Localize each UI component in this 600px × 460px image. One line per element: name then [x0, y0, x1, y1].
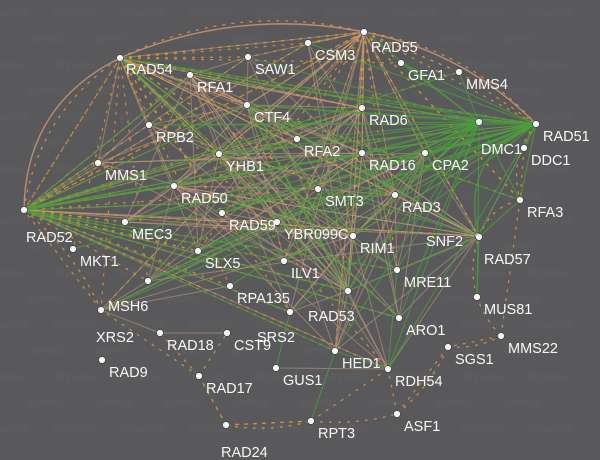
- svg-text:yeastNet: yeastNet: [256, 423, 302, 435]
- svg-text:genetic: genetic: [436, 397, 473, 409]
- svg-text:physical: physical: [52, 371, 94, 383]
- svg-text:genetic: genetic: [96, 33, 133, 45]
- svg-text:yeastNet: yeastNet: [188, 319, 234, 331]
- svg-text:yeastNet: yeastNet: [120, 7, 166, 19]
- svg-text:yeastNet: yeastNet: [120, 423, 166, 435]
- svg-text:yeastNet: yeastNet: [0, 215, 30, 227]
- svg-text:physical: physical: [52, 59, 94, 71]
- svg-text:physical: physical: [528, 371, 570, 383]
- svg-text:yeastNet: yeastNet: [528, 423, 574, 435]
- svg-text:physical: physical: [528, 267, 570, 279]
- svg-text:genetic: genetic: [436, 33, 473, 45]
- svg-text:genetic: genetic: [96, 345, 133, 357]
- svg-text:yeastNet: yeastNet: [392, 7, 438, 19]
- svg-text:yeastNet: yeastNet: [52, 7, 98, 19]
- svg-text:genetic: genetic: [436, 293, 473, 305]
- svg-text:yeastNet: yeastNet: [0, 319, 30, 331]
- svg-text:yeastNet: yeastNet: [0, 111, 30, 123]
- svg-text:genetic: genetic: [28, 293, 65, 305]
- svg-text:physical: physical: [0, 371, 26, 383]
- svg-text:yeastNet: yeastNet: [460, 319, 506, 331]
- svg-text:yeastNet: yeastNet: [528, 319, 574, 331]
- svg-text:genetic: genetic: [164, 397, 201, 409]
- svg-text:yeastNet: yeastNet: [460, 7, 506, 19]
- svg-text:genetic: genetic: [164, 33, 201, 45]
- svg-text:physical: physical: [0, 163, 26, 175]
- svg-text:physical: physical: [324, 371, 366, 383]
- svg-text:physical: physical: [0, 59, 26, 71]
- svg-text:physical: physical: [460, 267, 502, 279]
- svg-text:genetic: genetic: [504, 85, 541, 97]
- svg-text:genetic: genetic: [28, 33, 65, 45]
- svg-text:yeastNet: yeastNet: [0, 423, 30, 435]
- svg-text:genetic: genetic: [96, 397, 133, 409]
- svg-text:yeastNet: yeastNet: [324, 7, 370, 19]
- svg-text:genetic: genetic: [28, 137, 65, 149]
- svg-text:genetic: genetic: [368, 397, 405, 409]
- svg-text:genetic: genetic: [28, 397, 65, 409]
- svg-text:physical: physical: [528, 59, 570, 71]
- svg-text:yeastNet: yeastNet: [0, 7, 30, 19]
- svg-text:genetic: genetic: [28, 85, 65, 97]
- svg-text:yeastNet: yeastNet: [528, 7, 574, 19]
- svg-text:yeastNet: yeastNet: [52, 319, 98, 331]
- svg-text:genetic: genetic: [504, 33, 541, 45]
- svg-text:yeastNet: yeastNet: [188, 7, 234, 19]
- svg-text:yeastNet: yeastNet: [52, 423, 98, 435]
- svg-text:yeastNet: yeastNet: [460, 423, 506, 435]
- svg-text:genetic: genetic: [232, 397, 269, 409]
- svg-text:physical: physical: [460, 371, 502, 383]
- svg-text:physical: physical: [0, 267, 26, 279]
- svg-text:genetic: genetic: [504, 397, 541, 409]
- svg-text:genetic: genetic: [28, 345, 65, 357]
- svg-text:yeastNet: yeastNet: [256, 7, 302, 19]
